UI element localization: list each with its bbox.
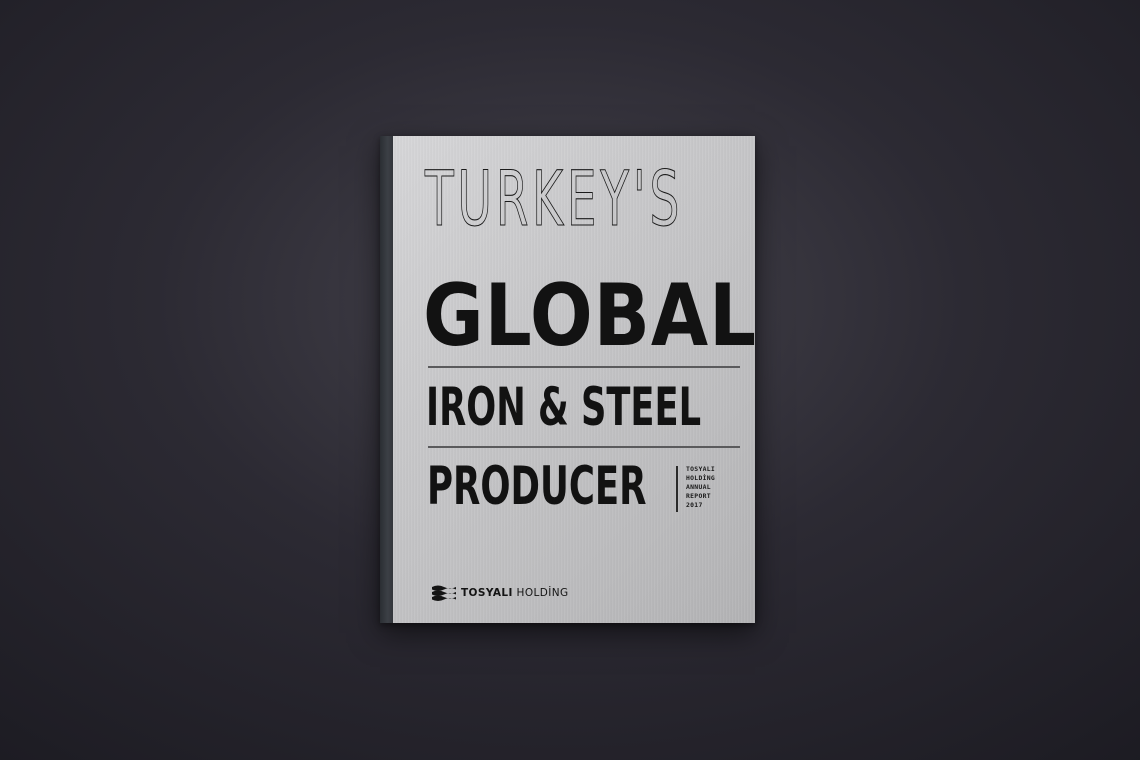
cover-headline-turkeys: TURKEY'S xyxy=(425,144,611,254)
cover-headline-producer: PRODUCER xyxy=(427,461,647,513)
logo-brand-regular: HOLDİNG xyxy=(517,587,569,599)
vertical-divider xyxy=(676,466,678,512)
annual-report-book: TURKEY'S GLOBAL IRON & STEEL PRODUCER TO… xyxy=(380,136,755,623)
book-cover: TURKEY'S GLOBAL IRON & STEEL PRODUCER TO… xyxy=(393,136,755,623)
logo-wordmark: TOSYALI HOLDİNG xyxy=(461,587,569,599)
wave-stripes-icon xyxy=(431,583,457,603)
tosyali-logo: TOSYALI HOLDİNG xyxy=(431,583,569,603)
report-tag-line: HOLDİNG xyxy=(686,474,746,483)
report-tag-line: ANNUAL xyxy=(686,483,746,492)
cover-headline-global: GLOBAL xyxy=(423,276,755,356)
divider-rule xyxy=(428,366,740,368)
book-spine xyxy=(380,136,393,623)
divider-rule xyxy=(428,446,740,448)
report-tag-line: REPORT xyxy=(686,492,746,501)
logo-brand-bold: TOSYALI xyxy=(461,587,513,599)
report-tag-line: TOSYALI xyxy=(686,465,746,474)
cover-headline-iron-steel: IRON & STEEL xyxy=(426,382,701,434)
report-tag: TOSYALI HOLDİNG ANNUAL REPORT 2017 xyxy=(686,465,746,510)
report-tag-line: 2017 xyxy=(686,501,746,510)
